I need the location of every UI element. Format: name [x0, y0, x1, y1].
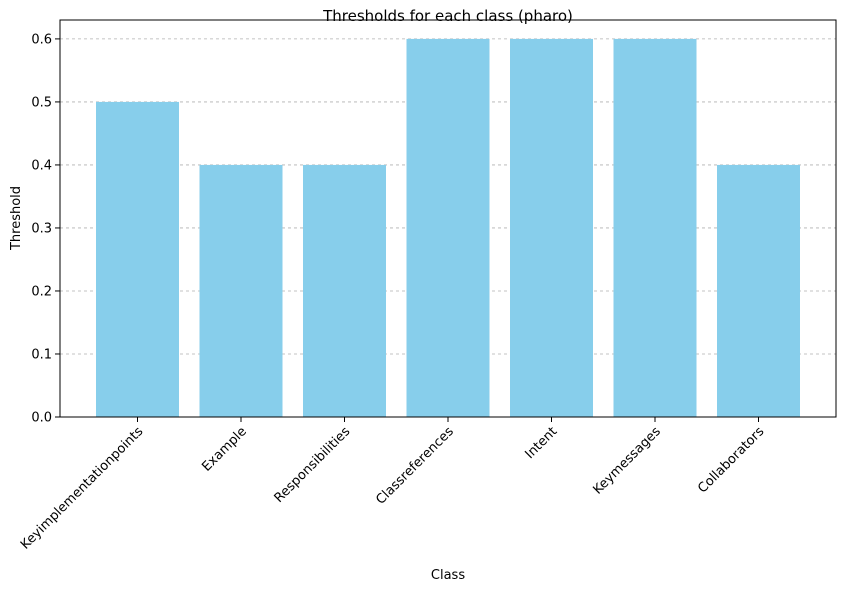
x-tick-label-responsibilities: Responsibilities [272, 424, 354, 506]
bar-intent [510, 38, 593, 418]
x-tick-label-classreferences: Classreferences [373, 424, 457, 508]
x-tick-label-collaborators: Collaborators [695, 424, 767, 496]
bar-collaborators [717, 164, 800, 417]
y-tick-label: 0.4 [31, 158, 52, 173]
x-axis-label: Class [431, 568, 465, 583]
y-ticks: 0.0 0.1 0.2 0.3 0.4 0.5 0.6 [31, 32, 60, 426]
bar-keyimplementationpoints [96, 101, 179, 418]
x-tick-label-keymessages: Keymessages [590, 424, 664, 498]
bars [96, 38, 800, 418]
bar-classreferences [406, 38, 490, 418]
bar-responsibilities [303, 164, 386, 417]
y-tick-label: 0.6 [31, 32, 52, 47]
chart-title: Thresholds for each class (pharo) [322, 7, 573, 25]
y-tick-label: 0.5 [31, 95, 52, 110]
y-tick-label: 0.3 [31, 221, 52, 236]
x-tick-label-keyimplementationpoints: Keyimplementationpoints [18, 424, 146, 552]
y-tick-label: 0.0 [31, 411, 52, 426]
x-ticks: Keyimplementationpoints Example Responsibi… [18, 417, 767, 553]
x-tick-label-intent: Intent [522, 424, 560, 462]
y-axis-label: Threshold [9, 186, 24, 251]
bar-example [199, 164, 283, 417]
x-tick-label-example: Example [199, 424, 249, 474]
y-tick-label: 0.1 [31, 347, 52, 362]
bar-keymessages [613, 38, 697, 418]
y-tick-label: 0.2 [31, 284, 52, 299]
